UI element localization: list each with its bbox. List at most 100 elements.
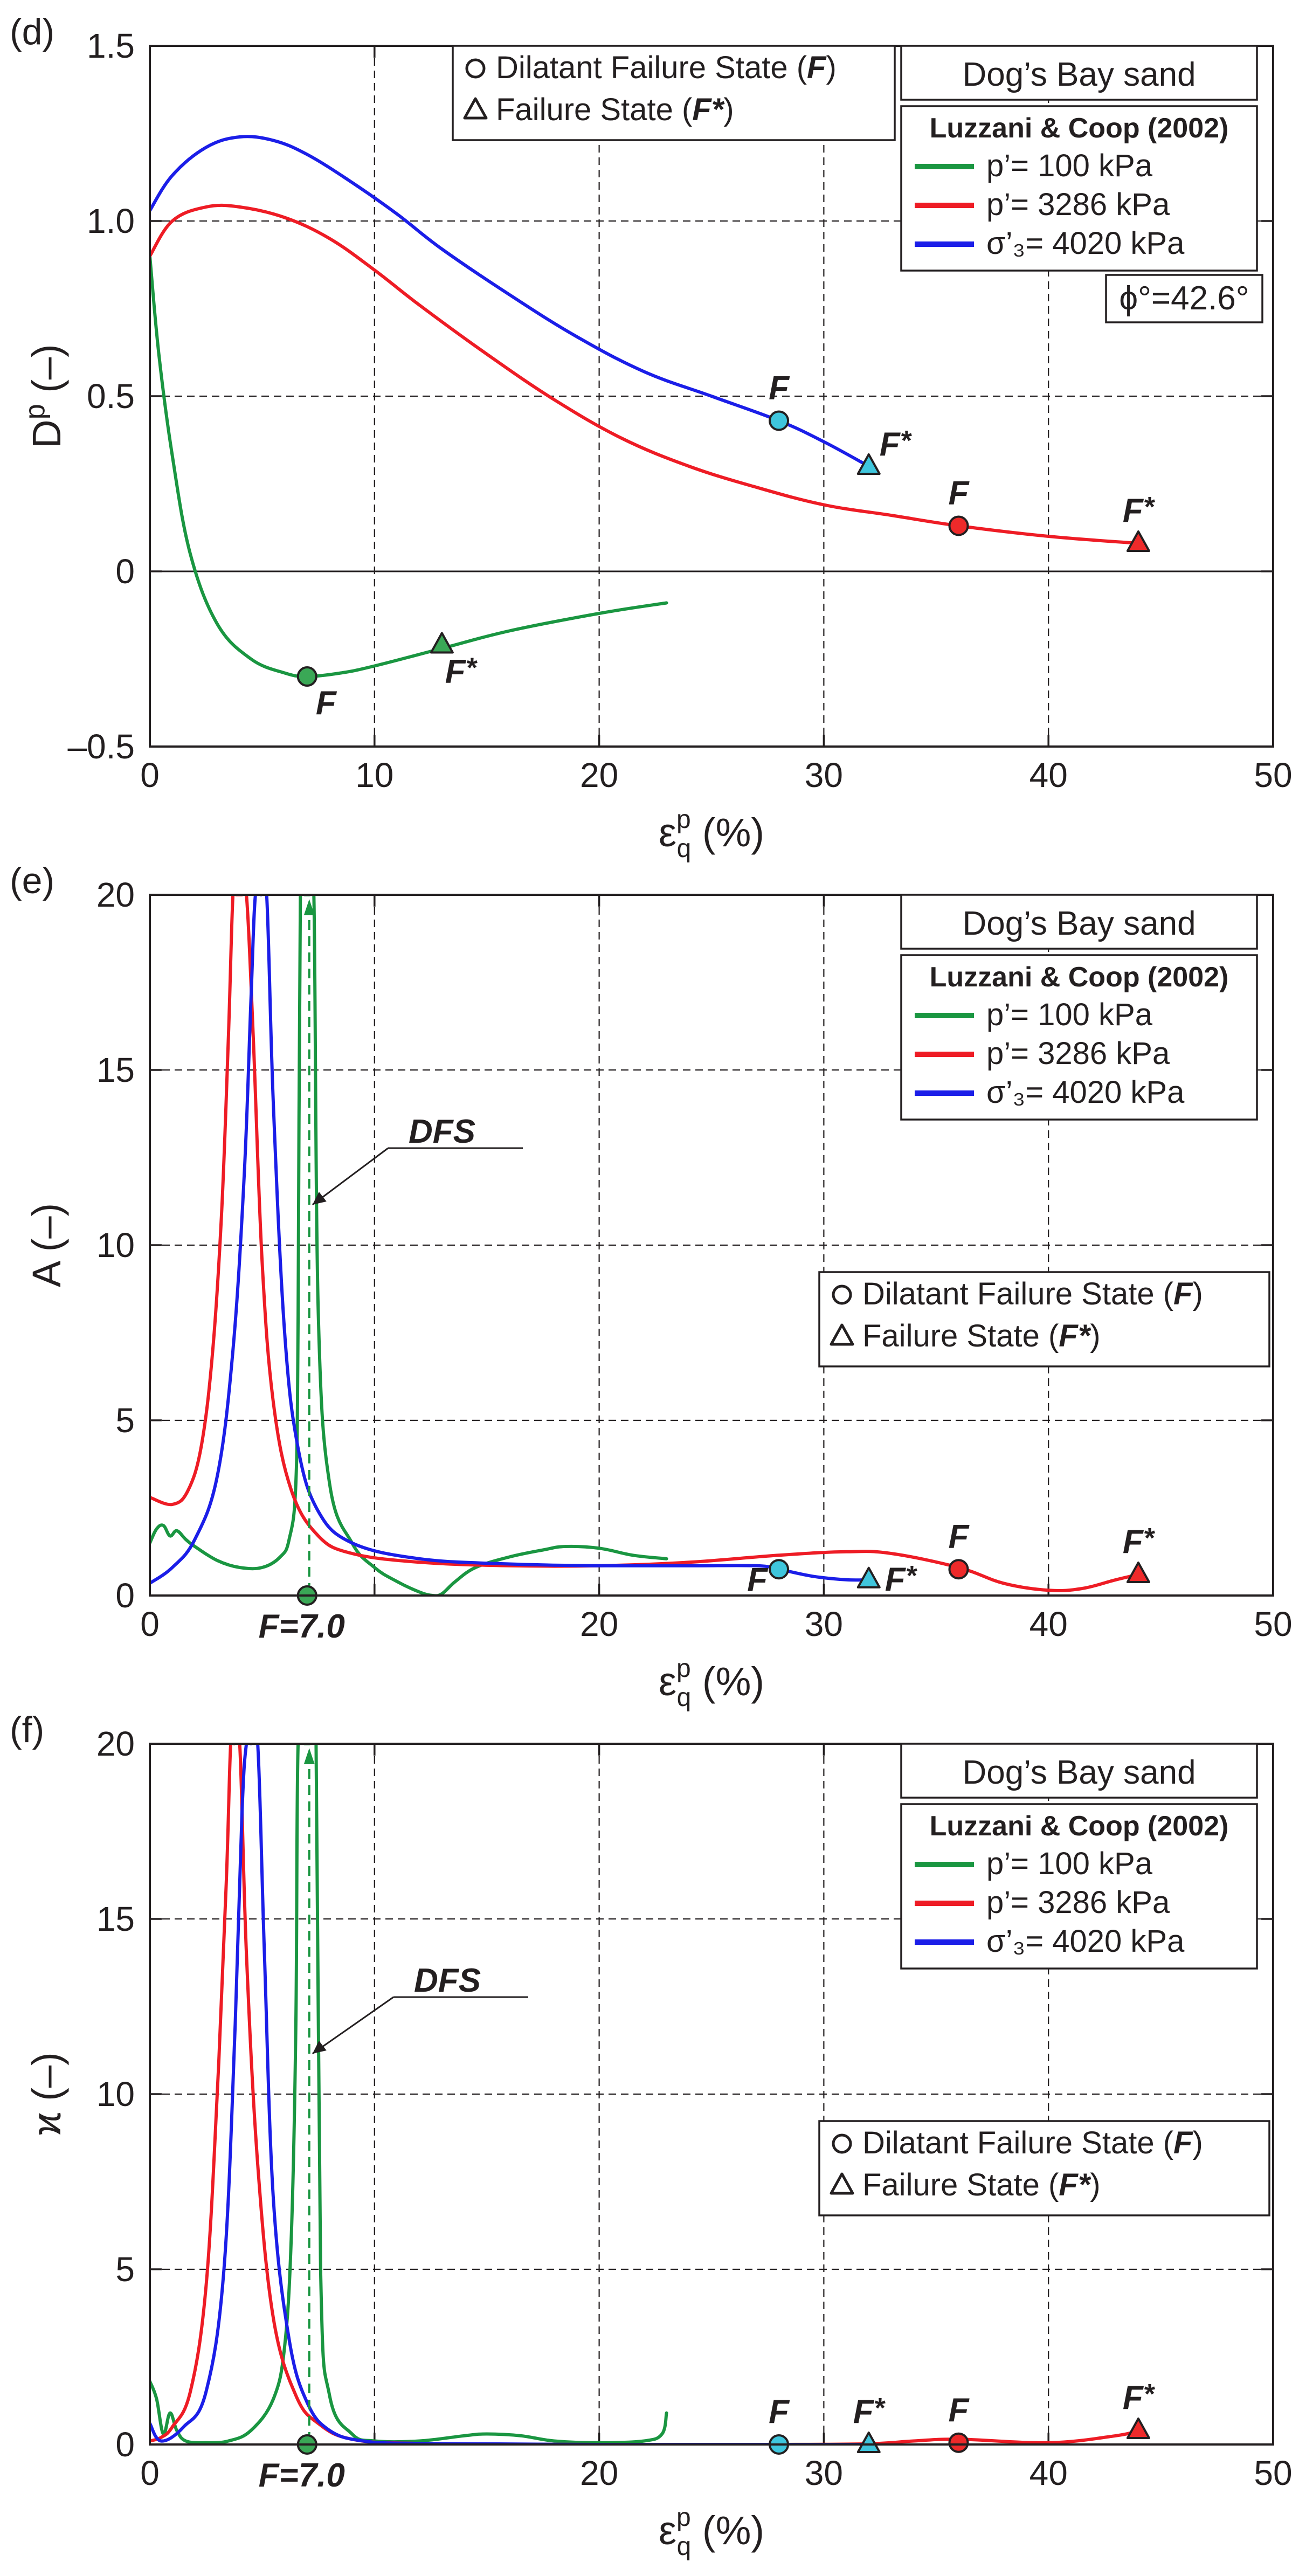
x-tick-label: 40 — [1029, 1605, 1068, 1643]
failure-marker-triangle — [1126, 530, 1150, 552]
legend-entry-text: Failure State ( — [496, 92, 692, 127]
marker-label-star: * — [1143, 1523, 1156, 1554]
marker-label-letter: F — [1123, 1523, 1144, 1560]
x-tick-label: 0 — [140, 756, 160, 795]
x-tick-label: 20 — [580, 2454, 618, 2492]
legend-series-label: σ’₃= 4020 kPa — [986, 226, 1185, 261]
legend-series-label: p’= 100 kPa — [986, 997, 1153, 1032]
y-axis-title: A (–) — [24, 1203, 69, 1287]
legend-entry-letter: F — [1173, 2125, 1193, 2160]
x-axis-sup: p — [676, 1654, 691, 1683]
dfs-label: DFS — [414, 1962, 481, 1999]
failure-marker-triangle — [856, 1566, 881, 1589]
legend-entry-suffix: ) — [1090, 2167, 1100, 2202]
marker-label-star: * — [900, 425, 913, 457]
dfs-arrowhead — [303, 899, 315, 915]
y-tick-label: 5 — [115, 2250, 135, 2289]
legend-circle-icon — [832, 2133, 852, 2154]
y-tick-label: 20 — [96, 875, 135, 914]
failure-marker-triangle — [430, 632, 454, 654]
legend-entry-suffix: ) — [826, 50, 836, 85]
legend-series-label: p’= 3286 kPa — [986, 187, 1170, 222]
y-axis-symbol: D — [24, 419, 69, 448]
phi-annotation-box — [1105, 274, 1263, 323]
marker-label-star: * — [1143, 492, 1156, 523]
dfs-arrowhead — [303, 1748, 315, 1764]
series-line-0 — [150, 895, 668, 1596]
y-tick-label: 0 — [115, 552, 135, 591]
legend-entry-letter: F — [807, 50, 827, 85]
legend-entry-suffix: ) — [1192, 1276, 1203, 1311]
y-tick-label: 0 — [115, 1576, 135, 1615]
dfs-leader-head — [312, 2041, 327, 2054]
legend-triangle-icon — [463, 97, 488, 120]
y-axis-unit: (–) — [24, 344, 69, 404]
dfs-leader — [312, 1996, 394, 2055]
chart-title: Dog’s Bay sand — [962, 56, 1196, 93]
series-line-1 — [150, 203, 1140, 545]
legend-title-box — [900, 1743, 1258, 1799]
x-axis-sub: q — [677, 834, 692, 863]
failure-marker-circle — [296, 666, 317, 687]
series-line-2 — [150, 895, 870, 1585]
failure-marker-label: F — [769, 2393, 790, 2430]
failure-marker-circle — [769, 1559, 790, 1580]
legend-entry-letter: F — [1173, 1276, 1193, 1311]
failure-marker-circle — [948, 2432, 969, 2453]
failure-marker-circle — [948, 515, 969, 536]
marker-legend-box — [818, 1271, 1270, 1368]
y-tick-label: 0.5 — [87, 377, 135, 416]
y-tick-label: 1.5 — [87, 26, 135, 65]
failure-marker-label: F — [747, 1561, 769, 1598]
phi-annotation: ϕ°=42.6° — [1119, 280, 1249, 317]
y-axis-sup: p — [19, 404, 51, 419]
marker-label-star: * — [466, 653, 478, 684]
x-tick-label: 50 — [1254, 2454, 1292, 2492]
legend-entry-letter: F* — [1059, 1318, 1091, 1353]
failure-marker-label: F — [316, 685, 337, 722]
panel-label: (f) — [10, 1709, 44, 1750]
series-line-2 — [150, 135, 870, 468]
legend-entry-suffix: ) — [723, 92, 734, 127]
legend-circle-icon — [465, 58, 486, 79]
x-axis-unit: (%) — [691, 810, 764, 855]
failure-marker-label: F* — [445, 653, 478, 690]
failure-marker-label: F — [949, 1518, 970, 1555]
x-axis-symbol: ε — [659, 1659, 676, 1704]
y-axis-symbol: ϰ — [24, 2112, 69, 2136]
x-axis-unit: (%) — [691, 1659, 764, 1704]
marker-label-star: * — [906, 1560, 918, 1592]
failure-marker-label: F* — [1123, 2379, 1156, 2416]
y-axis-symbol: A — [24, 1260, 69, 1287]
legend-entry-suffix: ) — [1090, 1318, 1100, 1353]
y-tick-label: 15 — [96, 1900, 135, 1938]
dfs-leader-head — [312, 1192, 327, 1205]
x-axis-symbol: ε — [659, 2508, 676, 2553]
marker-label-letter: F — [853, 2393, 875, 2430]
legend-header: Luzzani & Coop (2002) — [930, 962, 1229, 993]
series-line-0 — [150, 254, 668, 678]
failure-marker-triangle — [856, 2432, 881, 2453]
marker-label-letter: F — [1123, 2379, 1144, 2416]
legend-circle-icon — [832, 1284, 852, 1305]
y-tick-label: 10 — [96, 1226, 135, 1265]
y-axis-title: Dp (–) — [19, 344, 69, 448]
y-tick-label: 10 — [96, 2075, 135, 2114]
marker-label-star: * — [1143, 2379, 1156, 2410]
marker-label-letter: F — [949, 2392, 970, 2429]
panel-label: (d) — [10, 11, 54, 52]
f-value-label: F=7.0 — [259, 1608, 345, 1645]
legend-entry-text: Dilatant Failure State ( — [496, 50, 807, 85]
dfs-label: DFS — [409, 1113, 475, 1150]
failure-marker-circle — [769, 410, 790, 431]
series-line-1 — [150, 895, 1140, 1592]
legend-series-label: p’= 100 kPa — [986, 1846, 1153, 1881]
x-tick-label: 0 — [140, 1605, 160, 1643]
chart-panel-0: 0 10 20 30 40 50–0.500.51.01.5FF*FF*F F*(d)Dp … — [10, 11, 1293, 863]
marker-label-star: * — [874, 2393, 886, 2424]
marker-label-letter: F — [880, 426, 901, 463]
chart-title: Dog’s Bay sand — [962, 1754, 1196, 1791]
